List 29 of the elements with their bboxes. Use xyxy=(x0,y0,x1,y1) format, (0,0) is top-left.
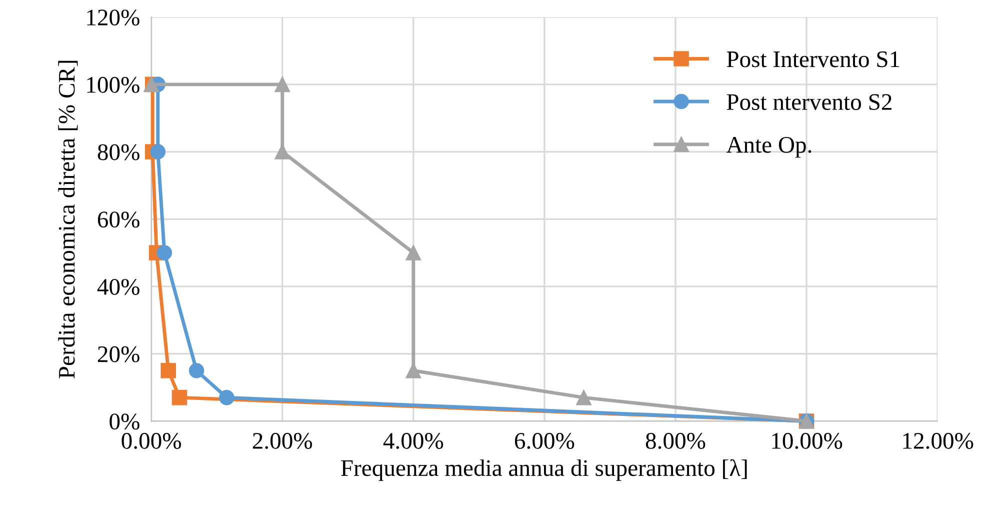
point xyxy=(576,390,592,406)
legend-label: Post ntervento S2 xyxy=(726,94,892,110)
y-tick-label: 20% xyxy=(98,346,140,362)
point xyxy=(188,362,204,378)
point xyxy=(160,362,176,378)
x-tick-label: 8.00% xyxy=(646,432,706,449)
x-tick-label: 4.00% xyxy=(383,432,444,449)
legend-label: Post Intervento S1 xyxy=(726,51,900,68)
point xyxy=(406,245,422,260)
point xyxy=(172,390,188,406)
legend-label: Ante Op. xyxy=(726,136,812,158)
point xyxy=(274,144,290,160)
point xyxy=(156,245,172,260)
point xyxy=(274,76,290,92)
y-tick-label: 60% xyxy=(98,212,140,228)
x-axis-title: Frequenza media annua di superamento [λ] xyxy=(341,459,747,481)
y-tick-label: 80% xyxy=(98,144,140,160)
y-axis-title: Perdita economica diretta [% CR] xyxy=(58,60,78,378)
point xyxy=(150,144,166,160)
x-tick-label: 12.00% xyxy=(903,432,974,449)
x-tick-label: 0.00% xyxy=(122,432,182,449)
x-tick-label: 10.00% xyxy=(772,432,842,449)
y-tick-label: 0% xyxy=(110,414,140,430)
y-tick-label: 120% xyxy=(87,10,140,26)
y-tick-label: 100% xyxy=(87,76,140,93)
x-tick-label: 2.00% xyxy=(252,432,312,449)
x-tick-label: 6.00% xyxy=(514,432,574,449)
point xyxy=(219,390,234,406)
y-tick-label: 40% xyxy=(97,278,140,295)
